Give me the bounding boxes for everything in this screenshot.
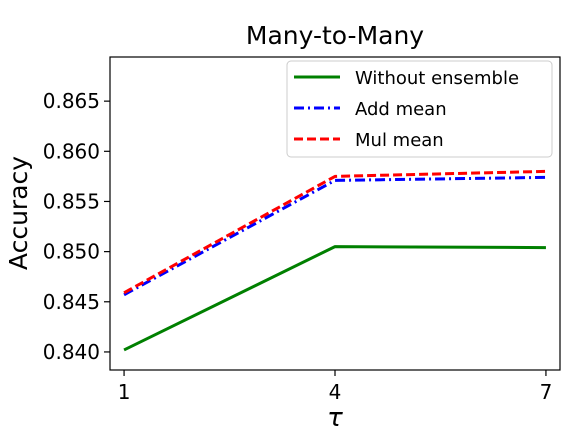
legend-label: Without ensemble: [355, 68, 519, 89]
legend-box: [286, 60, 553, 158]
legend: Without ensemble Add mean Mul mean: [286, 60, 553, 158]
x-axis-label: τ: [327, 403, 343, 433]
x-axis-ticks: 1 4 7: [118, 370, 553, 404]
y-tick-label: 0.865: [43, 89, 100, 113]
chart-title: Many-to-Many: [246, 21, 424, 50]
y-tick-label: 0.840: [43, 340, 100, 364]
x-tick-label: 4: [329, 380, 342, 404]
plot-lines: [123, 169, 546, 352]
y-tick-label: 0.850: [43, 240, 100, 264]
series-line-add-mean: [123, 175, 546, 297]
series-line-mul-mean: [123, 169, 546, 295]
legend-items: Without ensemble Add mean Mul mean: [294, 68, 519, 151]
y-tick-label: 0.860: [43, 139, 100, 163]
series-line-without-ensemble: [123, 245, 546, 352]
y-axis-label: Accuracy: [4, 156, 33, 270]
x-tick-label: 7: [540, 380, 553, 404]
legend-label: Mul mean: [355, 130, 444, 151]
y-tick-label: 0.845: [43, 290, 100, 314]
legend-label: Add mean: [355, 99, 447, 120]
y-tick-label: 0.855: [43, 189, 100, 213]
y-axis-ticks: 0.840 0.845 0.850 0.855 0.860 0.865: [43, 89, 110, 364]
x-tick-label: 1: [118, 380, 131, 404]
